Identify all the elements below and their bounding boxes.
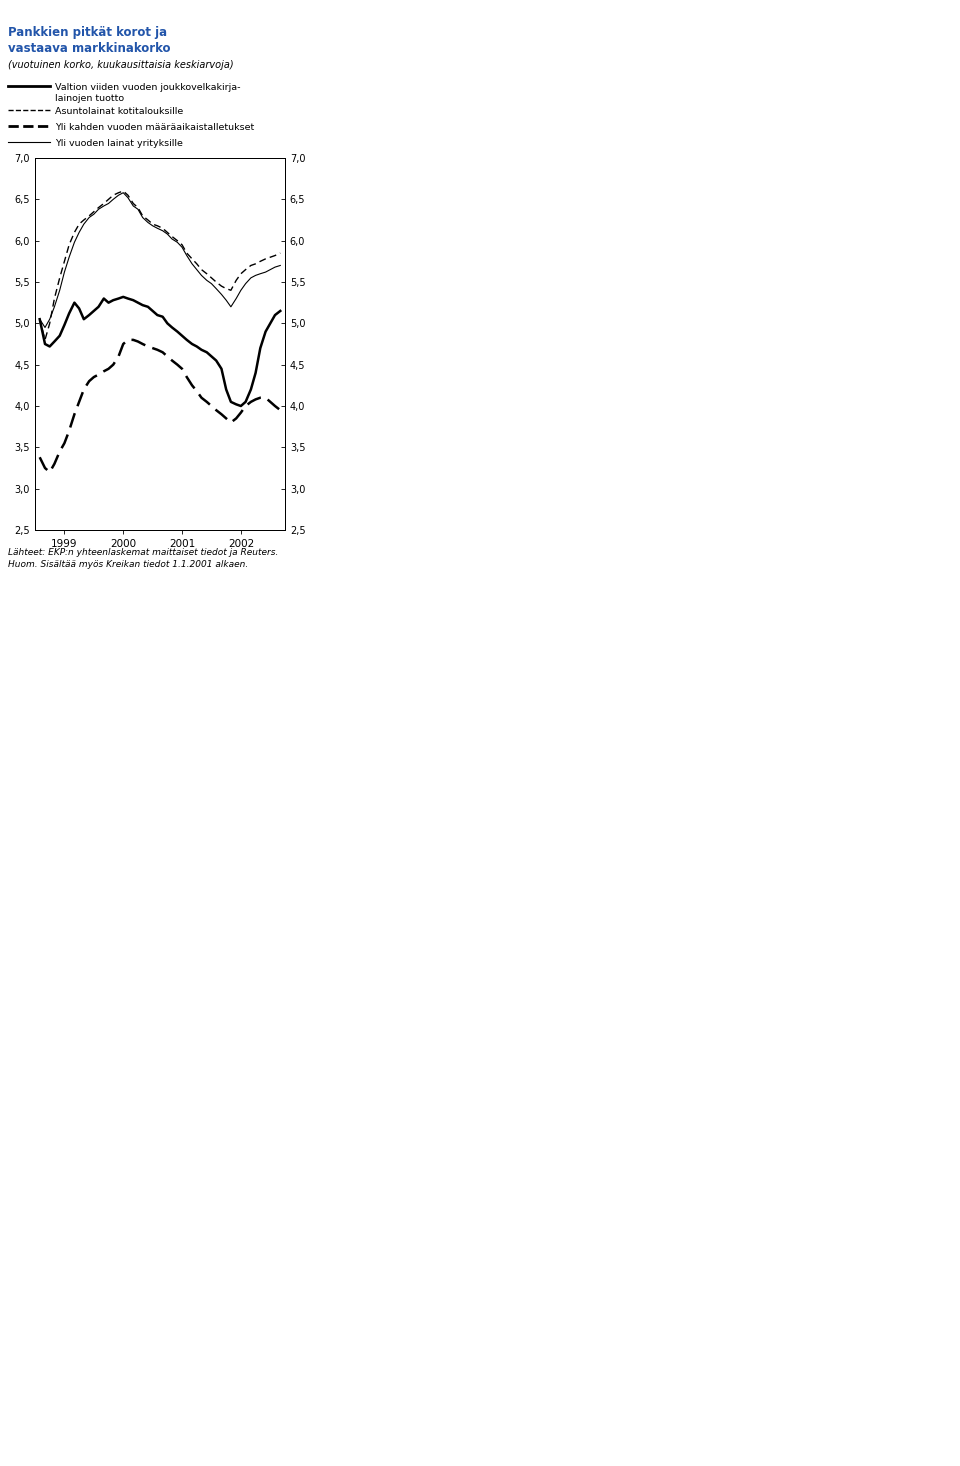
Text: Asuntolainat kotitalouksille: Asuntolainat kotitalouksille (55, 107, 183, 116)
Text: Kuvio 6.: Kuvio 6. (6, 4, 62, 18)
Text: (vuotuinen korko, kuukausittaisia keskiarvoja): (vuotuinen korko, kuukausittaisia keskia… (8, 60, 233, 70)
Text: Lähteet: EKP:n yhteenlaskemat maittaiset tiedot ja Reuters.: Lähteet: EKP:n yhteenlaskemat maittaiset… (8, 548, 278, 557)
Text: Valtion viiden vuoden joukkovelkakirja-
lainojen tuotto: Valtion viiden vuoden joukkovelkakirja- … (55, 84, 241, 103)
Text: vastaava markkinakorko: vastaava markkinakorko (8, 43, 171, 56)
Text: Yli kahden vuoden määräaikaistalletukset: Yli kahden vuoden määräaikaistalletukset (55, 123, 254, 132)
Text: Huom. Sisältää myös Kreikan tiedot 1.1.2001 alkaen.: Huom. Sisältää myös Kreikan tiedot 1.1.2… (8, 560, 249, 569)
Text: Pankkien pitkät korot ja: Pankkien pitkät korot ja (8, 26, 167, 40)
Text: Yli vuoden lainat yrityksille: Yli vuoden lainat yrityksille (55, 139, 182, 148)
